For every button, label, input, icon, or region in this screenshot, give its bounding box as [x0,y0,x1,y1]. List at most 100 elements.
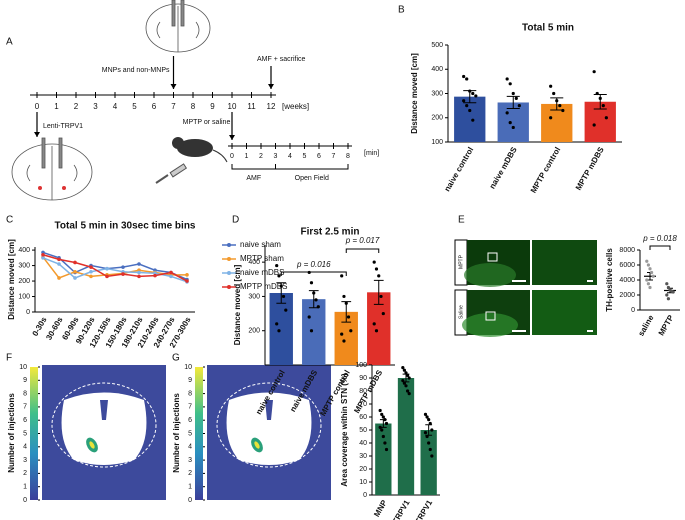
data-point [407,392,411,396]
event-label: MPTP or saline [183,119,231,126]
y-axis-label: Area coverage within STN (%) [340,373,349,487]
data-point [471,118,475,122]
week-label: 12 [267,102,276,111]
data-point [378,425,382,429]
colorbar-tick-label: 6 [188,417,192,424]
data-point [505,77,509,81]
data-point [381,311,385,316]
bar [420,430,437,495]
micrographs [454,239,597,337]
bar [497,102,529,142]
data-point [561,108,565,113]
week-label: 10 [228,102,237,111]
data-point [425,415,429,419]
x-tick-label: TRPV1 [391,498,412,520]
data-point [428,421,432,426]
panel-label: D [232,215,239,226]
event-label: MNPs and non-MNPs [102,67,170,74]
arrow-head [268,84,274,89]
data-point [425,434,429,439]
y-tick-label: 60 [359,414,367,421]
bar [334,311,358,365]
series-point [153,273,157,278]
series-point [89,269,93,274]
panel-label: E [458,215,465,226]
chart-title: Total 5 min in 30sec time bins [55,221,196,232]
image-row-label: MPTP [458,254,464,269]
series-point [185,279,189,283]
data-point [383,418,387,422]
minute-label: 1 [245,153,249,160]
series-point [57,276,61,280]
minute-label: 4 [288,153,292,160]
data-point [505,111,509,115]
data-point [405,389,410,393]
data-point [555,99,559,103]
colorbar-tick-label: 10 [184,364,192,371]
week-label: 0 [35,102,40,111]
p-value: p = 0.018 [642,234,677,243]
brain-slice [226,392,312,465]
bar [454,96,486,142]
data-point [284,308,288,312]
brain-top [145,0,211,53]
colorbar-tick-label: 4 [23,444,27,451]
colorbar-tick-label: 5 [188,430,192,437]
colorbar-tick-label: 2 [23,470,27,477]
y-tick-label: 200 [431,115,443,122]
data-point [430,428,434,432]
data-point [646,282,651,286]
data-point [428,447,432,452]
y-tick-label: 300 [431,90,443,97]
y-tick-label: 300 [18,262,30,269]
y-axis-label: Distance moved [cm] [410,53,419,134]
data-point [651,274,655,278]
y-axis-label: Distance moved [cm] [7,239,16,320]
week-label: 2 [74,102,79,111]
error-bar [341,301,352,323]
y-tick-label: 40 [359,440,367,447]
y-tick-label: 10 [359,479,367,486]
data-point [404,384,408,388]
data-point [342,339,346,343]
legend-label: MPTP mDBS [240,282,287,291]
series-point [185,273,189,277]
data-point [381,415,385,419]
minute-label: 2 [259,153,263,160]
y-tick-label: 8000 [619,247,635,254]
y-tick-label: 80 [359,388,367,395]
legend-marker [227,285,231,289]
series-point [105,274,109,279]
hotspot-core [89,441,95,449]
data-point [514,96,518,100]
data-point [275,263,279,268]
legend-label: naive sham [240,240,281,249]
data-point [383,441,387,445]
y-tick-label: 4000 [619,277,635,284]
data-point [508,82,512,86]
data-point [423,431,428,435]
data-point [549,84,553,88]
data-point [462,99,466,103]
legend-marker [227,243,231,247]
series-point [137,262,141,266]
data-point [650,270,654,275]
series-point [41,252,45,257]
data-point [462,74,466,79]
data-point [598,96,602,100]
colorbar-tick-label: 7 [23,404,27,411]
data-point [277,329,281,333]
colorbar-tick-label: 0 [23,497,27,504]
x-tick-label: MPTP mDBS [352,368,384,415]
data-point [346,315,351,319]
p-value: p = 0.017 [345,236,380,245]
x-tick-label: MPTP mDBS [574,145,606,192]
data-point [665,293,669,297]
week-label: 8 [191,102,196,111]
y-axis-label: TH-positive cells [605,248,614,312]
data-point [344,301,348,305]
series-line [42,257,188,283]
y-tick-label: 200 [248,328,260,335]
data-point [423,412,428,416]
error-bar [506,95,520,110]
